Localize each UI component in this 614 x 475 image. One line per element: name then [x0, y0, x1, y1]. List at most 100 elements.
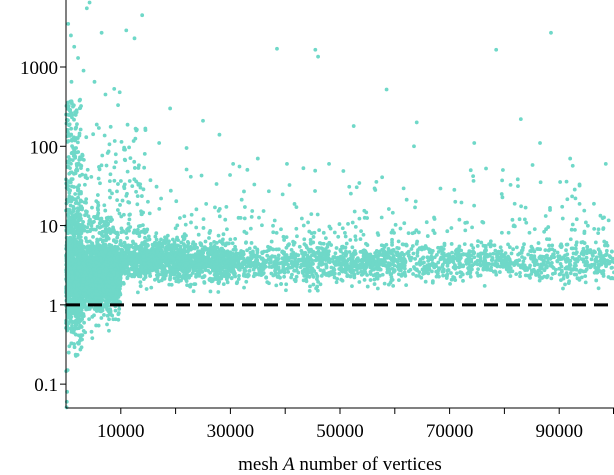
data-point — [419, 275, 424, 280]
data-point — [164, 248, 169, 253]
data-point — [94, 245, 99, 249]
data-point — [102, 304, 107, 309]
data-point — [137, 272, 142, 277]
data-point — [111, 281, 115, 286]
data-point — [71, 259, 76, 264]
data-point — [232, 264, 237, 269]
data-point — [518, 271, 522, 275]
data-point — [69, 270, 74, 275]
data-point — [97, 252, 102, 257]
data-point — [69, 341, 74, 346]
data-point — [516, 252, 520, 257]
data-point — [97, 273, 101, 278]
data-point — [315, 274, 320, 279]
data-point — [228, 237, 233, 242]
data-point — [217, 279, 222, 284]
data-point — [267, 248, 271, 252]
data-point — [277, 261, 281, 266]
data-point — [234, 251, 239, 256]
data-point — [241, 260, 245, 265]
data-point — [147, 269, 152, 274]
data-point — [100, 287, 105, 291]
data-point — [336, 234, 341, 239]
data-point — [348, 238, 353, 242]
data-point — [145, 242, 150, 247]
data-point — [170, 237, 175, 242]
data-point — [131, 241, 136, 246]
data-point — [106, 309, 111, 313]
data-point — [116, 317, 121, 322]
data-point — [117, 284, 121, 289]
data-point — [154, 237, 159, 242]
data-point — [382, 281, 387, 286]
data-point — [65, 293, 70, 298]
data-point — [322, 252, 327, 257]
data-point — [386, 282, 391, 287]
data-point — [185, 261, 190, 266]
data-point — [286, 243, 290, 248]
data-point — [192, 261, 196, 265]
data-point — [95, 277, 100, 282]
data-point — [273, 271, 278, 276]
data-point — [120, 250, 124, 255]
data-point — [179, 278, 183, 283]
data-point — [388, 272, 393, 277]
data-point — [140, 265, 144, 269]
data-point — [388, 256, 392, 261]
data-point — [440, 262, 445, 267]
data-point — [329, 270, 333, 274]
data-point — [252, 271, 257, 276]
data-point — [91, 245, 96, 250]
data-point — [142, 277, 146, 282]
data-point — [334, 246, 339, 250]
data-point — [85, 267, 90, 272]
data-point — [324, 256, 329, 260]
data-point — [488, 239, 493, 244]
data-point — [172, 250, 176, 254]
data-point — [197, 267, 202, 271]
data-point — [150, 254, 155, 258]
data-point — [221, 282, 226, 287]
data-point — [153, 243, 157, 248]
data-point — [568, 237, 573, 242]
data-point — [137, 246, 142, 251]
data-point — [212, 240, 217, 244]
data-point — [293, 268, 298, 273]
data-point — [138, 280, 143, 285]
data-point — [196, 250, 201, 255]
data-point — [589, 257, 594, 262]
data-point — [181, 273, 186, 278]
data-point — [134, 257, 139, 262]
data-point — [77, 234, 82, 239]
data-point — [78, 323, 83, 328]
data-point — [76, 341, 81, 346]
data-point — [261, 267, 266, 272]
data-point — [70, 254, 74, 259]
data-point — [339, 265, 343, 270]
data-point — [89, 259, 93, 264]
data-point — [260, 256, 265, 261]
data-point — [274, 265, 279, 270]
data-point — [489, 265, 493, 270]
data-point — [332, 230, 337, 235]
data-point — [73, 314, 78, 318]
data-point — [124, 264, 129, 269]
data-point — [114, 290, 119, 295]
data-point — [94, 249, 99, 254]
data-point — [276, 274, 281, 279]
data-point — [85, 239, 90, 244]
data-point — [85, 246, 89, 251]
data-point — [411, 251, 416, 256]
data-point — [117, 307, 122, 311]
data-point — [126, 270, 131, 275]
data-point — [307, 288, 312, 293]
data-point — [193, 242, 198, 247]
data-point — [146, 257, 151, 261]
data-point — [183, 222, 188, 227]
data-point — [202, 264, 206, 269]
data-point — [174, 279, 179, 284]
data-point — [105, 322, 109, 327]
data-point — [187, 275, 191, 280]
data-point — [233, 247, 238, 252]
data-point — [389, 278, 394, 283]
